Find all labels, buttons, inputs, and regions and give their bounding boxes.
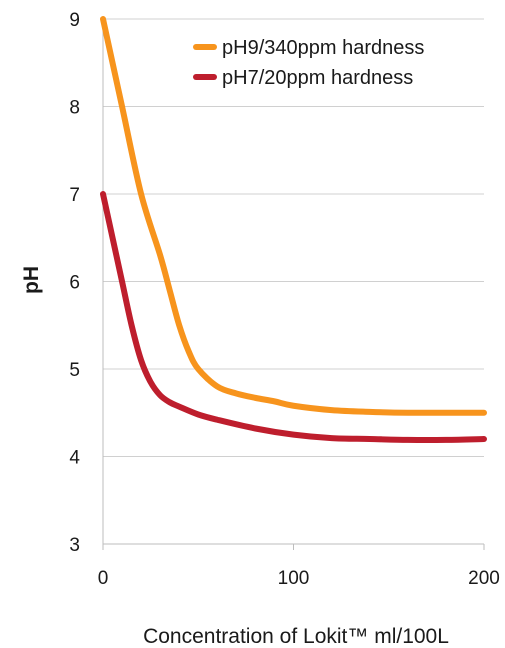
tick-labels: 3 4 5 6 7 8 9 0 100 200 bbox=[69, 10, 499, 589]
series-lines bbox=[100, 16, 487, 443]
y-tick-label: 6 bbox=[69, 273, 80, 294]
legend-label-1: pH7/20ppm hardness bbox=[222, 67, 413, 89]
y-axis-title: pH bbox=[20, 266, 43, 294]
legend: pH9/340ppm hardness pH7/20ppm hardness bbox=[193, 37, 424, 89]
x-tick-label: 200 bbox=[468, 568, 500, 589]
legend-label-0: pH9/340ppm hardness bbox=[222, 37, 424, 59]
y-tick-label: 7 bbox=[69, 185, 80, 206]
y-tick-label: 9 bbox=[69, 10, 80, 31]
x-tick-label: 100 bbox=[278, 568, 310, 589]
y-tick-label: 3 bbox=[69, 535, 80, 556]
series-line-1 bbox=[100, 191, 487, 443]
x-axis-title: Concentration of Lokit™ ml/100L bbox=[143, 625, 449, 648]
y-tick-label: 4 bbox=[69, 448, 80, 469]
y-tick-label: 5 bbox=[69, 360, 80, 381]
series-line-0 bbox=[100, 16, 487, 416]
y-tick-label: 8 bbox=[69, 98, 80, 119]
axes bbox=[102, 19, 485, 550]
x-tick-label: 0 bbox=[98, 568, 109, 589]
